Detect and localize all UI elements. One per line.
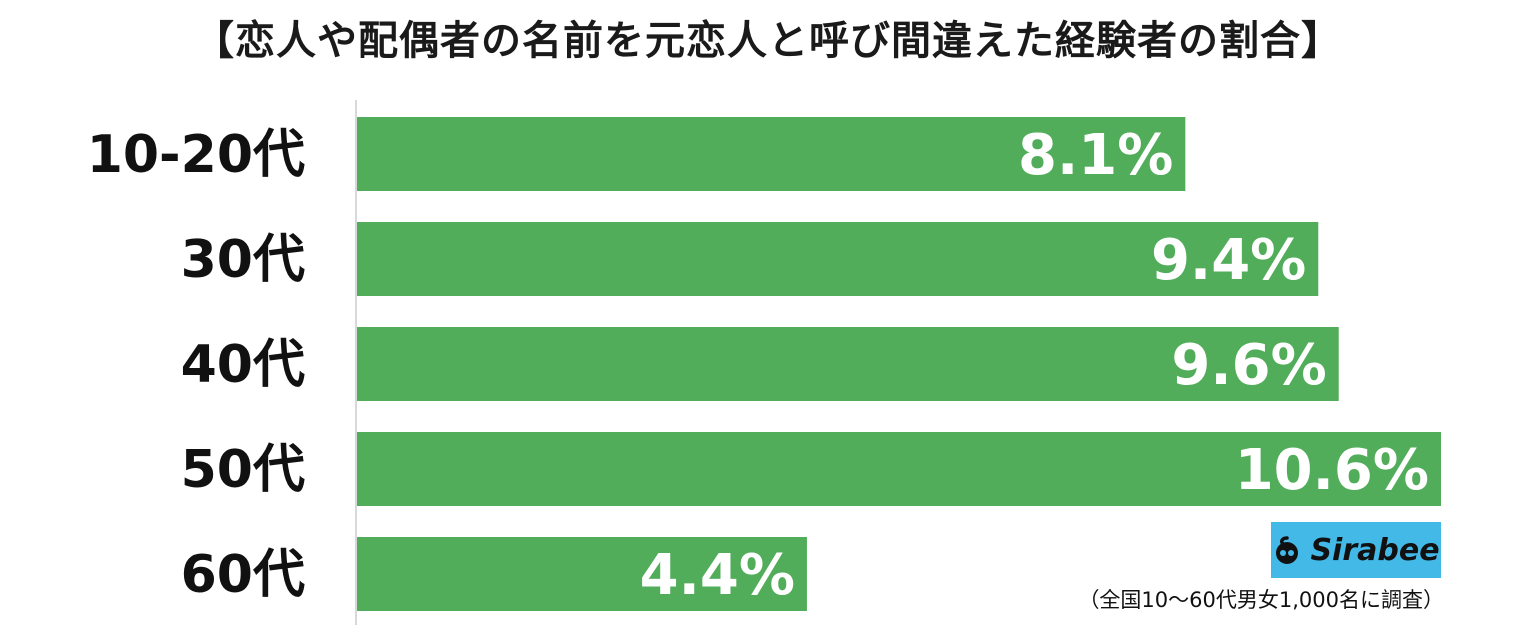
category-label-3: 50代 bbox=[181, 440, 305, 500]
bar-2 bbox=[357, 327, 1339, 401]
category-label-2: 40代 bbox=[181, 335, 305, 395]
chart-title: 【恋人や配偶者の名前を元恋人と呼び間違えた経験者の割合】 bbox=[194, 18, 1342, 64]
bar-1 bbox=[357, 222, 1319, 296]
category-label-0: 10-20代 bbox=[87, 125, 305, 185]
value-label-2: 9.6% bbox=[1171, 333, 1326, 398]
survey-footnote: （全国10〜60代男女1,000名に調査） bbox=[1078, 588, 1444, 612]
sirabee-logo-text: Sirabee bbox=[1310, 532, 1440, 568]
category-label-4: 60代 bbox=[181, 545, 305, 605]
value-label-1: 9.4% bbox=[1151, 228, 1306, 293]
bar-4 bbox=[357, 537, 807, 611]
value-label-3: 10.6% bbox=[1235, 438, 1429, 503]
value-label-4: 4.4% bbox=[640, 543, 795, 608]
bar-3 bbox=[357, 432, 1441, 506]
sirabee-logo: Sirabee bbox=[1271, 522, 1441, 578]
sirabee-logo-icon bbox=[1272, 535, 1302, 565]
category-label-1: 30代 bbox=[181, 230, 305, 290]
value-label-0: 8.1% bbox=[1018, 123, 1173, 188]
bar-0 bbox=[357, 117, 1186, 191]
